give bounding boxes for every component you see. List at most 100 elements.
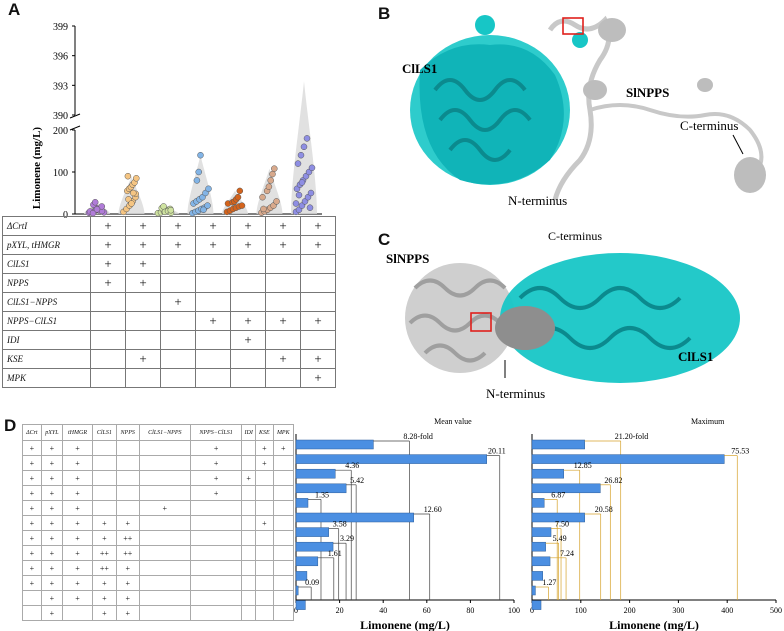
table-row: + + + + (22, 485, 295, 501)
column-header: ClLS1 (91, 424, 117, 441)
table-cell (241, 500, 257, 516)
table-cell: + (40, 605, 64, 621)
data-point (93, 206, 101, 213)
data-point (303, 135, 311, 142)
table-row: ++++++ (22, 530, 295, 546)
table-cell (160, 273, 196, 293)
sl-npps-structure-b (547, 15, 766, 201)
label-n-terminus-c: N-terminus (486, 386, 545, 401)
table-cell: + (189, 455, 243, 471)
table-cell (138, 455, 191, 471)
bar-label: 1.27 (542, 578, 556, 587)
table-cell: + (241, 470, 257, 486)
data-point (300, 143, 308, 151)
table-cell: + (160, 292, 196, 312)
table-row: + + + + (22, 590, 295, 606)
table-cell (125, 311, 161, 331)
bar-label: 1.61 (328, 549, 342, 558)
table-cell: + (40, 470, 64, 486)
data-point (238, 202, 246, 209)
label-c-terminus-c: C-terminus (548, 229, 602, 243)
x-axis-label: Limonene (mg/L) (360, 618, 450, 631)
panel-letter-d: D (4, 416, 17, 435)
table-cell: + (115, 560, 140, 576)
table-cell: + (40, 500, 64, 516)
table-row: ΔCrtI + + + + + + + (2, 216, 336, 236)
table-cell: + (160, 216, 196, 236)
x-tick-label: 80 (466, 606, 474, 615)
table-cell (265, 292, 301, 312)
table-row: ++++++ (22, 515, 295, 531)
table-row: NPPS−ClLS1 + + + + (2, 311, 336, 331)
table-cell: + (189, 440, 243, 456)
table-cell (115, 470, 140, 486)
table-cell: + (255, 455, 274, 471)
bar (531, 541, 546, 552)
bar (531, 585, 536, 596)
bar (531, 468, 564, 479)
panel-a-construct-table: ΔCrtI + + + + + + + pXYL, tHMGR + + + + + + + ClLS1 + + NPP… (2, 216, 336, 388)
table-cell (195, 292, 231, 312)
table-cell (255, 590, 274, 606)
table-cell (125, 292, 161, 312)
table-cell: + (115, 515, 140, 531)
x-tick-label: 60 (423, 606, 431, 615)
table-cell: + (62, 500, 93, 516)
table-cell: + (265, 216, 301, 236)
label-sl-npps-b: SlNPPS (626, 85, 669, 100)
axis-break-top (69, 113, 81, 119)
table-cell (138, 590, 191, 606)
table-cell (272, 470, 295, 486)
data-point (200, 206, 207, 214)
table-cell (272, 455, 295, 471)
table-cell: + (91, 605, 117, 621)
table-cell (255, 545, 274, 561)
data-point (273, 198, 280, 205)
table-cell: + (62, 545, 93, 561)
bar (295, 541, 334, 552)
table-cell: ++ (115, 545, 140, 561)
table-cell: + (90, 254, 126, 274)
bar-label: 20.11 (488, 447, 506, 456)
table-cell: + (195, 311, 231, 331)
data-point (128, 200, 135, 207)
table-cell (255, 560, 274, 576)
table-cell: + (40, 485, 64, 501)
table-row: IDI + (2, 330, 336, 350)
x-tick-label: 20 (336, 606, 344, 615)
table-cell (241, 575, 257, 591)
table-cell (241, 590, 257, 606)
table-cell (241, 455, 257, 471)
table-cell: + (62, 515, 93, 531)
bar (295, 571, 308, 581)
table-cell: + (115, 590, 140, 606)
bar-label: 26.82 (604, 476, 622, 485)
table-cell (272, 515, 295, 531)
row-label: MPK (2, 368, 91, 388)
data-point (98, 203, 106, 210)
data-point (167, 206, 175, 214)
row-label: IDI (2, 330, 91, 350)
table-cell (160, 311, 196, 331)
bar (295, 556, 319, 567)
table-cell: + (62, 575, 93, 591)
data-point (271, 165, 278, 172)
column-header: MPK (272, 424, 295, 441)
table-cell: + (300, 235, 336, 255)
table-cell: + (91, 575, 117, 591)
bar (531, 571, 543, 581)
table-cell (272, 560, 295, 576)
table-cell: ++ (91, 560, 117, 576)
table-cell (189, 605, 243, 621)
panel-d-mean-chart: Mean value 0 20 40 60 80 100 Limonene (mg/L) 8.2… (294, 417, 520, 631)
data-point (294, 160, 302, 167)
table-cell (138, 440, 191, 456)
table-cell: + (40, 440, 64, 456)
table-cell: + (115, 575, 140, 591)
table-cell (195, 254, 231, 274)
sl-npps-structure-c (405, 263, 515, 373)
table-cell (241, 545, 257, 561)
x-tick-label: 400 (721, 606, 733, 615)
table-cell: + (62, 485, 93, 501)
label-cl-ls1-c: ClLS1 (678, 349, 713, 364)
